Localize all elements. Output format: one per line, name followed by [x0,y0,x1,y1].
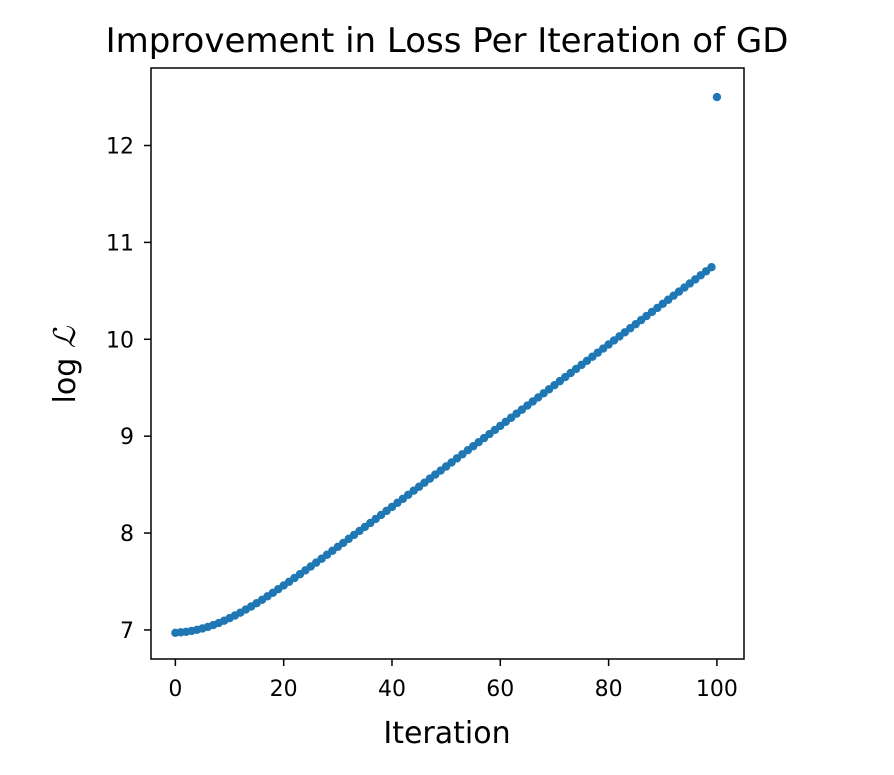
x-tick-label: 40 [378,677,406,702]
y-axis-label-log: log [48,348,83,403]
y-tick-label: 10 [106,328,134,353]
y-axis-label-symbol: ℒ [48,325,83,348]
x-tick-label: 80 [595,677,623,702]
y-tick-label: 11 [106,231,134,256]
x-tick-label: 60 [486,677,514,702]
y-tick-label: 7 [120,619,134,644]
plot-frame [150,67,745,660]
y-tick-label: 8 [120,522,134,547]
y-tick-label: 12 [106,135,134,160]
data-point [707,262,716,272]
x-tick-label: 20 [270,677,298,702]
y-axis-label: log ℒ [48,325,83,403]
y-tick-label: 9 [120,425,134,450]
chart-title: Improvement in Loss Per Iteration of GD [106,21,789,61]
data-point [712,92,722,102]
plot-area: 0 20 40 60 80 100 7 8 9 10 11 12 [106,67,745,702]
x-tick-label: 100 [696,677,738,702]
x-tick-label: 0 [168,677,182,702]
x-axis-label: Iteration [383,716,510,751]
